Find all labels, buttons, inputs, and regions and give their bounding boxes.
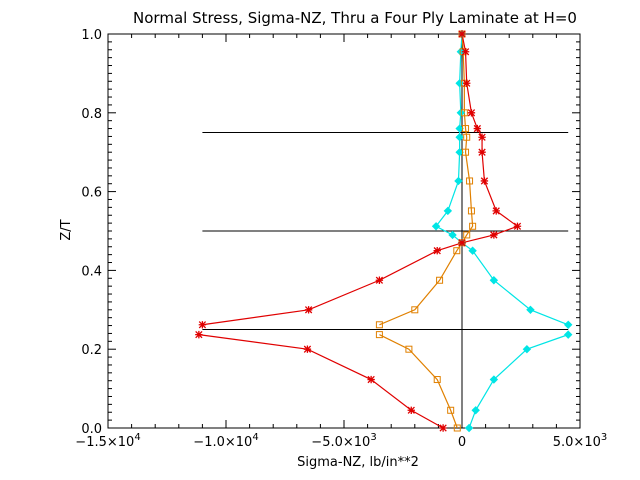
data-point-diamond <box>431 222 441 231</box>
data-point-square <box>436 276 444 284</box>
x-tick-label: −1.0×104 <box>193 432 258 450</box>
data-point-square <box>466 177 474 185</box>
x-tick-mantissa: −1.5×10 <box>75 435 134 450</box>
data-point-asterisk <box>458 30 466 38</box>
x-tick-exponent: 4 <box>252 432 258 443</box>
x-tick-label: −1.5×104 <box>75 432 140 450</box>
tick-group: −1.5×104 −1.0×104 −5.0×103 0 5.0×1030.00.20.… <box>75 28 607 450</box>
data-point-diamond <box>455 124 464 133</box>
data-point-square <box>469 222 477 230</box>
data-point-diamond <box>464 423 474 433</box>
data-point-asterisk <box>473 124 482 133</box>
y-axis-title: Z/T <box>59 219 74 240</box>
data-point-asterisk <box>367 375 375 384</box>
x-tick-mantissa: −1.0×10 <box>193 435 252 450</box>
data-point-asterisk <box>513 222 522 230</box>
data-point-square <box>453 247 461 255</box>
data-point-diamond <box>456 108 466 118</box>
data-point-square <box>462 148 470 156</box>
series-line <box>468 334 569 429</box>
x-tick-mantissa: −5.0×10 <box>311 435 370 450</box>
data-point-asterisk <box>407 406 415 414</box>
data-point-asterisk <box>375 276 384 284</box>
data-point-square <box>467 207 475 215</box>
series-line <box>202 33 519 326</box>
data-point-diamond <box>468 246 477 255</box>
data-point-asterisk <box>195 330 203 339</box>
data-point-diamond <box>471 406 480 415</box>
data-point-square <box>453 424 461 432</box>
data-point-asterisk <box>461 48 470 56</box>
x-tick-label: −5.0×103 <box>311 432 376 450</box>
x-axis-title: Sigma-NZ, lb/in**2 <box>297 455 419 470</box>
data-point-asterisk <box>480 177 489 185</box>
series-line <box>379 33 474 326</box>
data-point-diamond <box>443 206 453 216</box>
data-point-asterisk <box>467 109 476 117</box>
x-tick-mantissa: 5.0×10 <box>553 435 601 450</box>
data-point-square <box>375 331 383 339</box>
data-point-asterisk <box>439 424 447 432</box>
x-tick-mantissa: 0 <box>458 435 466 450</box>
data-point-square <box>463 231 471 239</box>
data-point-square <box>447 406 455 414</box>
data-point-square <box>433 376 441 384</box>
data-point-diamond <box>563 320 573 329</box>
data-point-square <box>463 133 471 141</box>
data-point-diamond <box>489 375 499 384</box>
marker-group <box>195 29 573 433</box>
data-point-diamond <box>455 147 464 157</box>
x-tick-label: 5.0×103 <box>553 432 607 450</box>
data-point-square <box>411 306 419 314</box>
series-line <box>435 33 569 326</box>
data-point-asterisk <box>458 239 466 247</box>
data-point-asterisk <box>492 207 500 215</box>
data-point-square <box>462 125 470 133</box>
x-tick-exponent: 3 <box>601 432 607 443</box>
data-point-square <box>460 109 468 117</box>
y-tick-label: 0.4 <box>81 264 102 279</box>
x-tick-label: 0 <box>458 435 466 450</box>
data-point-asterisk <box>490 231 498 239</box>
data-point-square <box>405 345 413 353</box>
y-tick-label: 1.0 <box>81 28 102 43</box>
y-tick-label: 0.6 <box>81 186 102 201</box>
data-point-diamond <box>489 276 499 285</box>
x-tick-exponent: 4 <box>134 432 140 443</box>
data-point-asterisk <box>304 306 313 314</box>
data-point-diamond <box>526 305 535 315</box>
chart-title: Normal Stress, Sigma-NZ, Thru a Four Ply… <box>133 9 577 27</box>
data-point-diamond <box>448 230 457 240</box>
data-point-square <box>375 321 383 329</box>
series-line <box>379 334 458 429</box>
y-tick-label: 0.8 <box>81 107 102 122</box>
x-tick-exponent: 3 <box>370 432 376 443</box>
data-point-asterisk <box>198 321 207 329</box>
y-tick-label: 0.2 <box>81 343 102 358</box>
data-point-asterisk <box>463 79 471 87</box>
data-point-asterisk <box>303 345 312 353</box>
data-point-diamond <box>563 330 573 339</box>
data-point-diamond <box>522 344 532 354</box>
data-point-asterisk <box>478 133 486 141</box>
plot-frame-group <box>107 33 581 429</box>
data-point-asterisk <box>433 247 441 255</box>
y-tick-label: 0.0 <box>81 422 102 437</box>
data-point-asterisk <box>478 148 486 156</box>
data-point-diamond <box>455 133 464 142</box>
data-point-diamond <box>454 176 463 186</box>
